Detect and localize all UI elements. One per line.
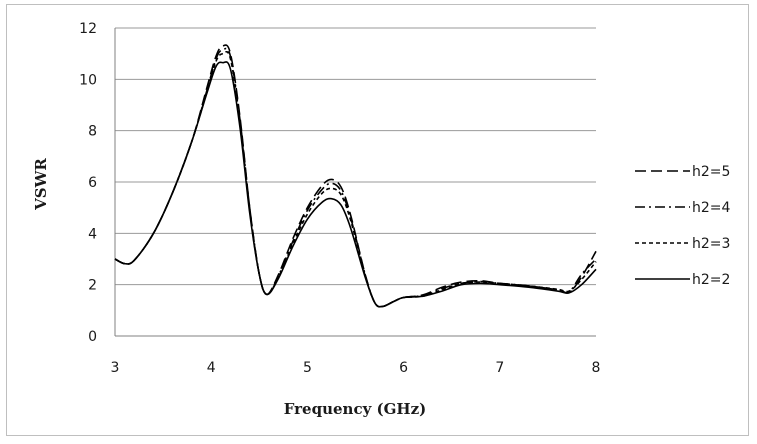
- series-line-h2-4: [114, 47, 597, 308]
- legend-label-h2-3: h2=3: [692, 236, 730, 252]
- x-tick-label: 3: [111, 360, 120, 376]
- y-tick-label: 2: [88, 278, 97, 294]
- y-axis-label: VSWR: [32, 158, 50, 211]
- y-tick-label: 10: [79, 72, 97, 88]
- x-tick-label: 7: [495, 360, 504, 376]
- x-tick-label: 4: [207, 360, 216, 376]
- x-tick-label: 6: [399, 360, 408, 376]
- legend-label-h2-5: h2=5: [692, 164, 730, 180]
- series-line-h2-2: [114, 61, 597, 308]
- y-tick-label: 12: [79, 21, 97, 37]
- x-axis-label: Frequency (GHz): [284, 400, 426, 418]
- x-tick-labels: 3 4 5 6 7 8: [111, 360, 601, 376]
- y-tick-label: 8: [88, 124, 97, 140]
- legend-label-h2-2: h2=2: [692, 272, 730, 288]
- series-line-h2-3: [114, 50, 597, 308]
- legend-label-h2-4: h2=4: [692, 200, 731, 216]
- y-tick-label: 0: [88, 329, 97, 345]
- axes: [114, 28, 596, 337]
- y-tick-label: 4: [88, 226, 97, 242]
- y-tick-label: 6: [88, 175, 97, 191]
- legend: h2=5 h2=4 h2=3 h2=2: [635, 164, 731, 288]
- chart-frame: [6, 4, 749, 436]
- series-lines: [114, 44, 597, 308]
- x-tick-label: 8: [592, 360, 601, 376]
- x-tick-label: 5: [303, 360, 312, 376]
- series-line-h2-5: [114, 44, 597, 308]
- y-tick-labels: 0 2 4 6 8 10 12: [79, 21, 97, 345]
